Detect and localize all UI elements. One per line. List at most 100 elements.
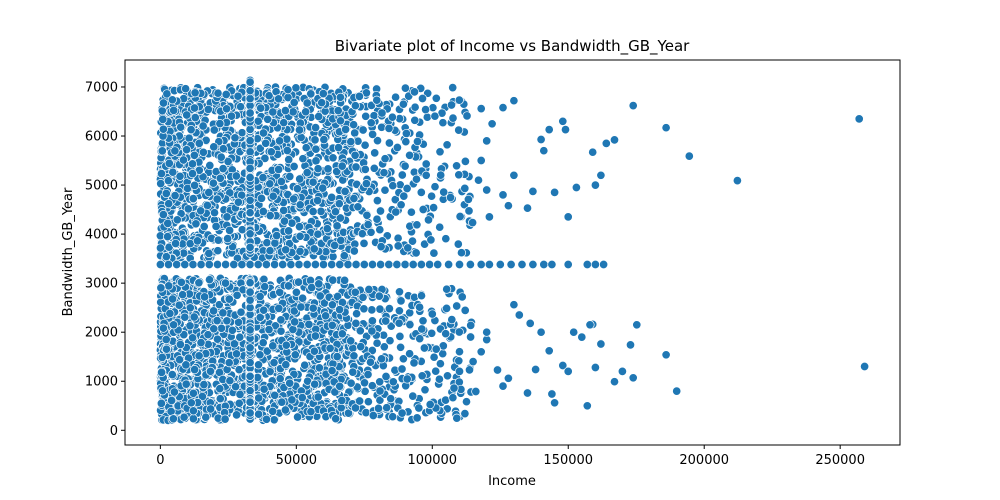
data-point [492, 365, 503, 375]
data-point [415, 302, 425, 312]
data-point [427, 328, 437, 338]
data-point [417, 93, 428, 104]
data-point [226, 111, 237, 121]
data-point [550, 187, 560, 197]
data-point [453, 239, 463, 249]
data-point [225, 376, 235, 386]
data-point [396, 342, 406, 352]
data-point [293, 412, 303, 422]
data-point [259, 384, 269, 394]
data-point [599, 259, 609, 270]
data-point [237, 225, 247, 235]
data-point [289, 97, 299, 108]
data-point [442, 140, 452, 150]
data-point [430, 182, 440, 192]
data-point [514, 310, 524, 320]
x-axis-ticks: 0 50000 100000 150000 200000 250000 [156, 445, 865, 468]
data-point [377, 354, 387, 364]
data-point [384, 304, 394, 314]
data-point [272, 231, 282, 241]
data-point [392, 142, 402, 153]
data-point [465, 259, 475, 270]
y-tick-label: 2000 [85, 326, 118, 341]
data-point [416, 259, 426, 270]
data-point [454, 259, 465, 270]
data-point [200, 292, 210, 302]
data-point [384, 123, 394, 133]
data-point [209, 142, 219, 152]
data-point [571, 182, 581, 193]
data-point [359, 259, 369, 270]
data-point [229, 339, 239, 349]
data-point [425, 399, 435, 410]
data-point [448, 393, 458, 403]
data-point [274, 303, 284, 313]
data-point [310, 331, 320, 341]
data-point [264, 325, 274, 335]
data-point [156, 283, 166, 293]
data-point [157, 367, 167, 377]
data-point [455, 211, 465, 222]
data-point [245, 195, 255, 205]
data-point [429, 352, 439, 362]
data-point [336, 235, 346, 245]
data-point [503, 201, 513, 211]
data-point [398, 99, 408, 109]
data-point [434, 374, 444, 384]
data-point [590, 362, 600, 373]
data-point [213, 235, 223, 245]
data-point [205, 366, 216, 376]
data-point [390, 195, 400, 205]
data-point [379, 342, 389, 352]
data-point [296, 302, 306, 312]
data-point [350, 403, 361, 413]
data-point [212, 259, 223, 270]
data-point [289, 194, 299, 204]
data-point [393, 233, 403, 243]
data-point [245, 94, 255, 104]
data-point [186, 398, 196, 408]
data-point [168, 167, 178, 177]
data-point [295, 200, 305, 210]
data-point [176, 122, 186, 132]
data-point [158, 386, 168, 396]
data-point [337, 161, 347, 171]
data-point [460, 305, 470, 315]
data-point [355, 396, 365, 406]
data-point [161, 188, 171, 199]
data-point [439, 187, 449, 197]
data-point [260, 282, 270, 292]
data-point [409, 358, 419, 368]
data-point [256, 103, 266, 113]
data-point [375, 377, 385, 387]
data-point [547, 259, 557, 270]
data-point [628, 101, 638, 111]
data-point [449, 383, 459, 393]
x-tick-label: 250000 [815, 453, 865, 468]
data-point [454, 95, 464, 105]
data-point [354, 91, 364, 101]
data-point [405, 150, 415, 160]
data-point [387, 112, 397, 122]
data-point [397, 170, 407, 180]
data-point [258, 338, 268, 348]
data-point [405, 320, 415, 330]
data-point [376, 259, 386, 270]
data-point [225, 225, 235, 235]
data-point [596, 170, 606, 180]
data-point [198, 121, 208, 131]
data-point [560, 125, 571, 135]
data-point [314, 111, 324, 122]
data-point [220, 278, 231, 288]
data-point [290, 350, 300, 360]
data-point [498, 190, 508, 200]
data-point [435, 147, 445, 157]
data-point [350, 128, 360, 138]
data-point [335, 92, 345, 102]
data-point [409, 87, 420, 97]
data-point [287, 395, 297, 405]
data-point [274, 94, 284, 104]
data-point [274, 164, 284, 175]
data-point [372, 95, 382, 105]
data-point [401, 128, 411, 139]
